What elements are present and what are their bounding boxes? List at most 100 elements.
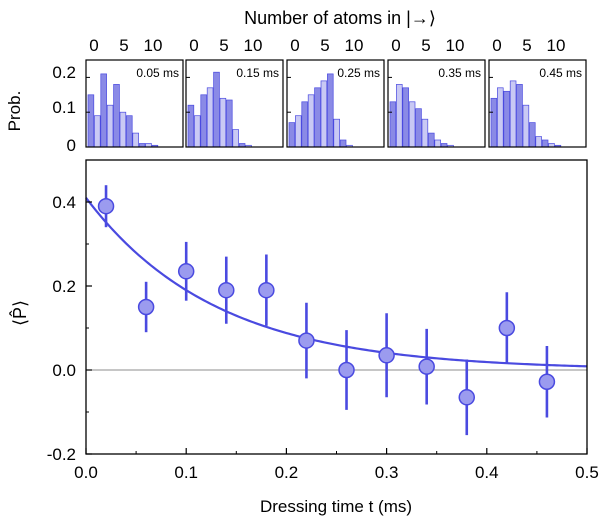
histogram-label: 0.45 ms [539,66,582,80]
x-tick-label: 0.5 [575,463,599,482]
histogram-panel-4: 0.35 ms 0 5 10 [387,36,486,148]
histogram-label: 0.15 ms [236,66,279,80]
top-x-tick-label: 0 [189,36,198,55]
data-point-group [338,330,355,410]
hist-bar-2 [200,94,207,148]
data-point [258,281,275,299]
data-point-group [218,256,235,324]
inset-y-tick-0.2: 0.2 [52,63,76,82]
histogram-label: 0.25 ms [337,66,380,80]
top-x-tick-label: 10 [244,36,263,55]
hist-bar-2 [402,87,409,148]
hist-bar-5 [219,97,227,148]
hist-bar-3 [408,101,416,148]
hist-bar-4 [516,84,523,148]
main-x-label: Dressing time t (ms) [260,497,412,516]
data-point [378,347,395,364]
top-x-tick-label: 0 [89,36,98,55]
hist-bar-0 [288,122,296,148]
data-point-group [498,292,516,364]
top-x-tick-label: 10 [144,36,163,55]
hist-bar-0 [187,104,195,148]
data-point [177,263,195,280]
hist-bar-4 [415,108,422,148]
hist-bar-1 [396,84,403,148]
y-tick-label: 0.2 [52,277,76,296]
main-y-label: ⟨P̂⟩ [9,300,30,326]
hist-bar-5 [320,80,328,148]
hist-bar-0 [87,94,95,148]
data-point [538,373,556,391]
top-axis-title: Number of atoms in |→⟩ [244,8,436,28]
top-x-tick-label: 5 [119,36,128,55]
hist-bar-1 [295,115,302,148]
data-point-group [458,359,476,436]
data-point [498,319,516,337]
hist-bar-0 [490,97,498,148]
data-point-group [418,328,435,405]
hist-bar-3 [509,80,517,148]
data-point [338,361,355,379]
data-point [97,197,115,215]
histogram-frame [286,59,385,148]
top-x-tick-label: 0 [492,36,501,55]
y-tick-label: 0.4 [52,193,76,212]
top-x-tick-label: 0 [391,36,400,55]
data-point-group [137,281,155,333]
hist-bar-8 [339,139,347,148]
hist-bar-3 [106,104,114,148]
hist-bar-2 [100,73,107,148]
data-point [458,389,476,406]
hist-bar-6 [226,99,233,148]
histogram-panels: Prob. 0.2 0.1 0 0.05 ms0 5 100.15 ms0 5 100.… [5,36,587,155]
hist-bar-7 [132,132,139,148]
hist-bar-3 [206,87,214,148]
hist-bar-4 [314,87,321,148]
histogram-panel-3: 0.25 ms 0 5 10 [286,36,385,148]
histogram-panel-1: 0.05 ms 0 5 10 [85,36,184,148]
inset-y-tick-0.1: 0.1 [52,98,76,117]
histogram-label: 0.35 ms [438,66,481,80]
data-point [298,332,315,349]
hist-bar-4 [213,71,220,148]
hist-bar-1 [94,115,101,148]
hist-bar-5 [522,104,530,148]
y-tick-label: 0.0 [52,361,76,380]
hist-bar-1 [194,115,201,148]
data-point [137,298,155,316]
x-tick-label: 0.1 [174,463,198,482]
data-point-group [177,241,195,301]
top-x-tick-label: 10 [547,36,566,55]
hist-bar-7 [434,139,441,148]
data-point-group [258,254,275,326]
x-tick-label: 0.2 [275,463,299,482]
histogram-label: 0.05 ms [136,66,179,80]
top-x-tick-label: 5 [421,36,430,55]
histogram-panel-2: 0.15 ms 0 5 10 [185,36,284,148]
hist-bar-4 [113,84,120,148]
top-x-tick-label: 5 [522,36,531,55]
inset-y-tick-0: 0 [67,136,76,155]
hist-bar-7 [333,118,340,148]
histogram-frame [85,59,184,148]
main-plot-frame [85,159,588,455]
x-tick-label: 0.4 [475,463,499,482]
top-x-tick-label: 5 [320,36,329,55]
hist-bar-5 [421,118,429,148]
histogram-frame [387,59,486,148]
hist-bar-6 [529,122,536,148]
histogram-frame [488,59,587,148]
hist-bar-2 [503,90,510,148]
data-point-group [97,185,115,228]
top-x-tick-label: 10 [446,36,465,55]
top-x-tick-label: 5 [219,36,228,55]
hist-bar-6 [126,115,133,148]
main-plot: Dressing time t (ms) ⟨P̂⟩ 0.0 0.1 0.2 0.3 0.… [9,159,599,516]
hist-bar-5 [119,111,127,148]
y-tick-label: -0.2 [47,445,76,464]
hist-bar-0 [389,101,397,148]
x-tick-label: 0.3 [375,463,399,482]
histogram-panel-5: 0.45 ms 0 5 10 [488,36,587,148]
hist-bar-1 [497,87,504,148]
